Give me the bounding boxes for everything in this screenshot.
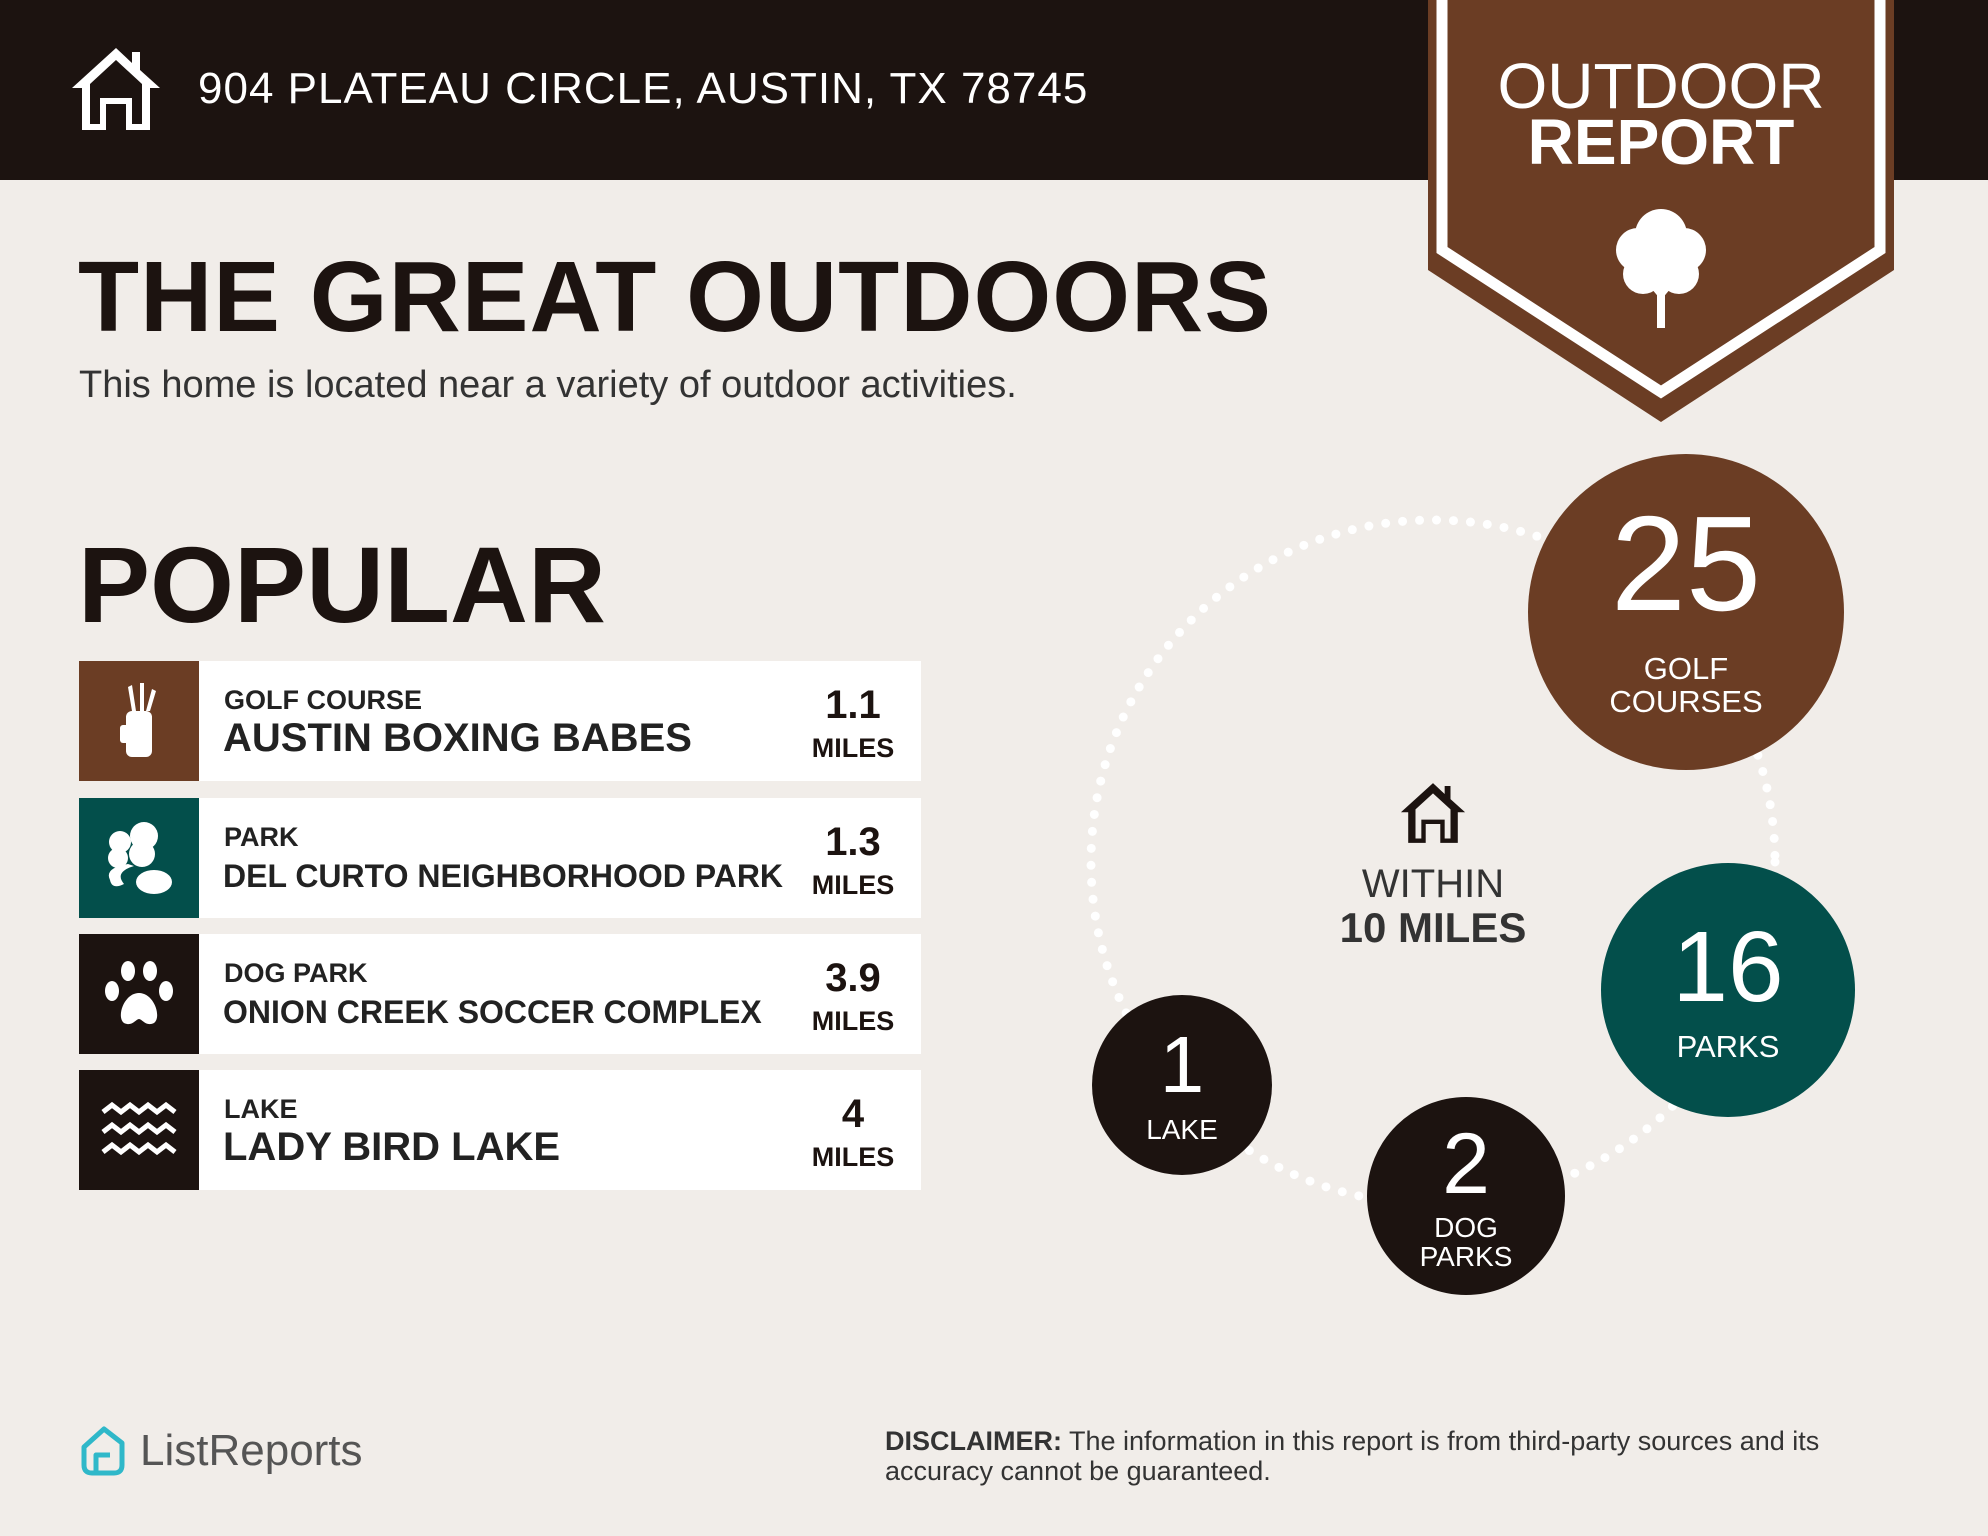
radius-label: 10 MILES [1339, 904, 1527, 951]
list-item: PARK DEL CURTO NEIGHBORHOOD PARK 1.3 MIL… [79, 798, 921, 918]
home-icon [1400, 783, 1466, 843]
badge-line-1: OUTDOOR [1497, 50, 1825, 122]
list-item: LAKE LADY BIRD LAKE 4 MILES [79, 1070, 921, 1190]
place-name: ONION CREEK SOCCER COMPLEX [223, 994, 762, 1030]
outdoor-report-badge [1428, 0, 1894, 422]
distance-unit: MILES [811, 870, 895, 900]
section-title: POPULAR [78, 524, 607, 645]
logo-text: ListReports [140, 1426, 363, 1475]
golf-courses-count: 25 GOLF COURSES [1528, 454, 1844, 770]
listreports-logo: ListReports [78, 1425, 363, 1477]
waves-icon [79, 1070, 199, 1190]
count-label: PARKS [1419, 1241, 1513, 1272]
page-subtitle: This home is located near a variety of o… [79, 364, 1017, 406]
count-label: DOG [1434, 1211, 1498, 1243]
golf-bag-icon [79, 661, 199, 781]
tree-icon [1616, 209, 1706, 328]
dog-parks-count: 2 DOG PARKS [1367, 1097, 1565, 1295]
disclaimer-text: The information in this report is from t… [885, 1426, 1820, 1487]
badge-line-2: REPORT [1527, 106, 1795, 178]
place-name: DEL CURTO NEIGHBORHOOD PARK [223, 858, 784, 894]
paw-icon [79, 934, 199, 1054]
distance-value: 3.9 [825, 956, 881, 1000]
count-value: 2 [1442, 1115, 1490, 1212]
badge-title: OUTDOOR REPORT [1428, 50, 1894, 178]
distance-value: 1.3 [825, 820, 881, 864]
parks-count: 16 PARKS [1601, 863, 1855, 1117]
within-radius-label: WITHIN 10 MILES [1283, 862, 1583, 950]
distance-unit: MILES [811, 1142, 895, 1172]
count-value: 25 [1610, 487, 1762, 639]
distance-unit: MILES [811, 733, 895, 763]
distance-value: 4 [841, 1092, 865, 1136]
distance-value: 1.1 [825, 683, 881, 727]
park-trees-icon [79, 798, 199, 918]
distance-unit: MILES [811, 1006, 895, 1036]
address: 904 PLATEAU CIRCLE, AUSTIN, TX 78745 [198, 64, 1089, 113]
count-value: 1 [1159, 1020, 1205, 1110]
list-item: GOLF COURSE AUSTIN BOXING BABES 1.1 MILE… [79, 661, 921, 781]
category-label: LAKE [224, 1094, 298, 1124]
count-label: LAKE [1146, 1114, 1218, 1146]
dotted-radius-ring [1086, 515, 1780, 1209]
place-name: LADY BIRD LAKE [223, 1125, 561, 1169]
count-value: 16 [1672, 910, 1784, 1023]
home-icon [72, 48, 160, 130]
count-label: GOLF [1643, 650, 1729, 686]
disclaimer: DISCLAIMER: The information in this repo… [885, 1426, 1905, 1486]
listreports-logo-icon [81, 1426, 125, 1476]
disclaimer-label: DISCLAIMER: [885, 1426, 1062, 1456]
place-name: AUSTIN BOXING BABES [223, 716, 692, 760]
category-label: GOLF COURSE [224, 685, 423, 715]
category-label: DOG PARK [224, 958, 368, 988]
count-label: PARKS [1676, 1028, 1780, 1064]
within-label: WITHIN [1361, 862, 1505, 906]
lakes-count: 1 LAKE [1092, 995, 1272, 1175]
category-label: PARK [224, 822, 299, 852]
list-item: DOG PARK ONION CREEK SOCCER COMPLEX 3.9 … [79, 934, 921, 1054]
count-label: COURSES [1609, 683, 1763, 719]
page-title: THE GREAT OUTDOORS [78, 241, 1272, 353]
